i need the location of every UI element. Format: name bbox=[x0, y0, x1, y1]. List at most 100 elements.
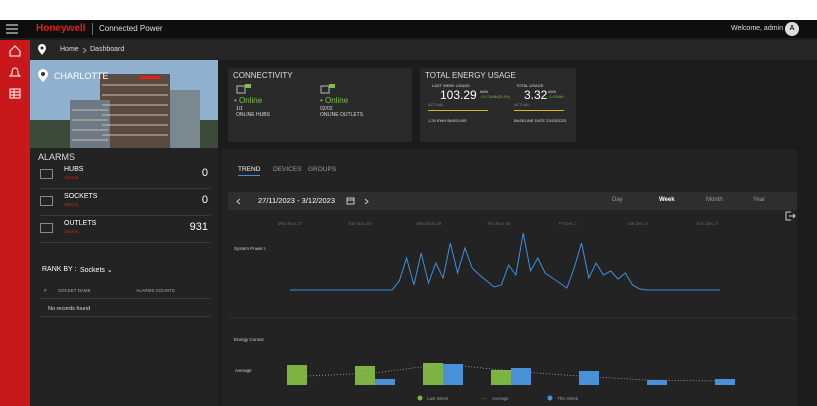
brand: Honeywell bbox=[36, 23, 86, 34]
welcome: Welcome, admin bbox=[731, 25, 784, 32]
alarm-name: SOCKETS bbox=[64, 193, 98, 200]
unit: kWh bbox=[480, 89, 488, 94]
x-tick-label: Sat Dec 2 bbox=[628, 221, 648, 226]
breadcrumb-current: Dashboard bbox=[90, 46, 125, 53]
column-header: # bbox=[44, 288, 47, 293]
date-range: 27/11/2023 - 3/12/2023 bbox=[258, 196, 336, 205]
menu-icon[interactable] bbox=[6, 24, 18, 34]
usage-label: LAST WEEK USAGE bbox=[432, 83, 470, 88]
legend-label: This Week bbox=[557, 396, 579, 401]
trend-line bbox=[290, 232, 720, 291]
x-tick-label: Fri Dec 1 bbox=[559, 221, 578, 226]
baseline-date: BASELINE DATE 23/03/2023 bbox=[514, 118, 567, 123]
outlet-icon bbox=[320, 84, 335, 94]
location-pin bbox=[38, 69, 48, 82]
hubs-status: • Online bbox=[234, 96, 263, 105]
home-icon[interactable] bbox=[9, 45, 21, 57]
y-label-box: System Power Usage (kW) bbox=[234, 246, 266, 251]
hubs-label: ONLINE HUBS bbox=[236, 112, 270, 118]
breadcrumb-separator bbox=[82, 47, 87, 54]
legend-label: Last Week bbox=[427, 396, 449, 401]
divider bbox=[40, 242, 210, 243]
bar bbox=[423, 363, 443, 385]
alarm-icon bbox=[40, 169, 53, 179]
column-header[interactable]: ALARMS COUNTS bbox=[136, 288, 175, 293]
empty-message: No records found bbox=[48, 306, 91, 312]
period-button[interactable]: Week bbox=[659, 197, 675, 203]
alarm-name: HUBS bbox=[64, 166, 84, 173]
actual-label: ACTUAL bbox=[514, 102, 530, 107]
x-tick-label: Sun Dec 3 bbox=[696, 221, 718, 226]
hubs-count: 1/1 bbox=[236, 106, 243, 112]
x-tick-label: Tue Nov 28 bbox=[348, 221, 372, 226]
usage-label: TOTAL USAGE bbox=[516, 83, 544, 88]
sidebar bbox=[0, 40, 30, 406]
alarm-icon bbox=[40, 196, 53, 206]
pin-icon bbox=[38, 44, 46, 55]
alarm-sub: Alarms bbox=[64, 202, 79, 207]
column-header: SOCKET NAME bbox=[58, 288, 91, 293]
tab[interactable]: DEVICES bbox=[273, 166, 302, 173]
grid-icon[interactable] bbox=[9, 88, 21, 100]
tab[interactable]: GROUPS bbox=[308, 166, 337, 173]
tab[interactable]: TREND bbox=[238, 166, 261, 176]
alarm-sub: Alarms bbox=[64, 229, 79, 234]
bar bbox=[579, 371, 599, 385]
actual-label: ACTUAL bbox=[428, 102, 444, 107]
y-label: System Power Usage (kW) bbox=[234, 246, 266, 251]
legend-swatch: ··· bbox=[481, 396, 487, 402]
energy-card: TOTAL ENERGY USAGE LAST WEEK USAGE 103.2… bbox=[420, 68, 576, 142]
x-tick-label: Wed Nov 29 bbox=[417, 221, 442, 226]
bar bbox=[647, 380, 667, 385]
outlets-count: 02/02 bbox=[320, 106, 333, 112]
divider bbox=[40, 298, 210, 299]
top-bar: Honeywell Connected Power Welcome, admin… bbox=[0, 20, 817, 38]
alarm-count: 931 bbox=[189, 221, 208, 233]
bar bbox=[287, 365, 307, 385]
alarm-count: 0 bbox=[201, 194, 208, 206]
bar bbox=[355, 366, 375, 385]
alarm-icon bbox=[40, 223, 53, 233]
location-image bbox=[30, 60, 218, 148]
avatar[interactable]: A bbox=[785, 22, 799, 36]
alert-icon[interactable] bbox=[9, 67, 21, 79]
alarms-panel: ALARMS RANK BY : Sockets ⌄ # SOCKET NAME… bbox=[30, 148, 218, 406]
hub-icon bbox=[236, 84, 251, 94]
rank-label: RANK BY : bbox=[42, 266, 77, 273]
delta: ↑24.71kWh(33.1%) bbox=[480, 95, 510, 99]
actual-bar bbox=[428, 110, 488, 111]
alarm-sub: Alarms bbox=[64, 175, 79, 180]
period-button[interactable]: Day bbox=[612, 197, 623, 203]
export-icon[interactable] bbox=[784, 210, 796, 222]
connectivity-card: CONNECTIVITY • Online • Online 1/1 ONLIN… bbox=[228, 68, 412, 142]
calendar-icon[interactable] bbox=[346, 196, 355, 205]
status-text: Online bbox=[239, 96, 263, 105]
divider bbox=[40, 316, 210, 317]
alarm-name: OUTLETS bbox=[64, 220, 97, 227]
bar bbox=[491, 370, 511, 385]
delta: ↑1.47kWh bbox=[548, 95, 564, 99]
rank-select[interactable]: Sockets ⌄ bbox=[80, 267, 113, 274]
bar bbox=[715, 379, 735, 385]
date-bar: 27/11/2023 - 3/12/2023 Day Week Month Year bbox=[228, 192, 797, 210]
alarm-count: 0 bbox=[201, 167, 208, 179]
next-button[interactable] bbox=[364, 198, 369, 205]
rank-value: Sockets bbox=[80, 267, 105, 274]
x-tick-label: Mon Nov 27 bbox=[278, 221, 303, 226]
outlets-label: ONLINE OUTLETS bbox=[320, 112, 364, 118]
location-name: CHARLOTTE bbox=[54, 71, 109, 81]
baseline: 1.29 KWH BASELINE bbox=[428, 118, 467, 123]
bar bbox=[443, 364, 463, 385]
usage-value: 3.32 bbox=[524, 88, 548, 102]
x-tick-label: Thu Nov 30 bbox=[487, 221, 511, 226]
status-text: Online bbox=[325, 96, 349, 105]
product: Connected Power bbox=[92, 23, 163, 35]
period-button[interactable]: Year bbox=[753, 197, 766, 203]
bar bbox=[375, 379, 395, 385]
prev-button[interactable] bbox=[236, 198, 241, 205]
breadcrumb-home[interactable]: Home bbox=[60, 46, 79, 53]
period-button[interactable]: Month bbox=[706, 197, 723, 203]
card-title: TOTAL ENERGY USAGE bbox=[425, 71, 516, 80]
y-label: Energy Consumption (kWh) bbox=[234, 337, 264, 342]
